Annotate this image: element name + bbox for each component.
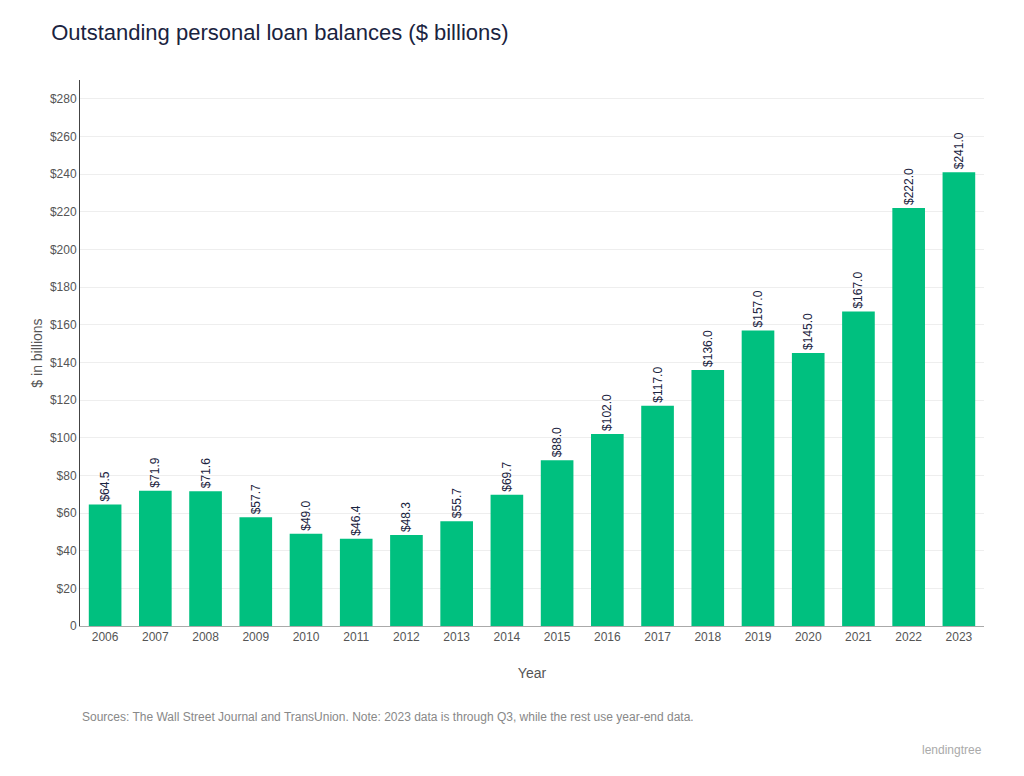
- svg-text:0: 0: [70, 619, 77, 633]
- svg-text:2009: 2009: [242, 630, 269, 644]
- svg-text:Outstanding personal loan bala: Outstanding personal loan balances ($ bi…: [51, 20, 508, 45]
- svg-text:2010: 2010: [293, 630, 320, 644]
- svg-text:$ in billions: $ in billions: [29, 318, 45, 387]
- svg-text:lendingtree: lendingtree: [922, 743, 982, 757]
- svg-text:Sources: The Wall Street Journ: Sources: The Wall Street Journal and Tra…: [82, 710, 694, 724]
- svg-text:$71.6: $71.6: [199, 458, 213, 488]
- svg-text:$88.0: $88.0: [550, 427, 564, 457]
- svg-text:2015: 2015: [544, 630, 571, 644]
- svg-text:2012: 2012: [393, 630, 420, 644]
- svg-text:$240: $240: [50, 167, 77, 181]
- svg-text:$48.3: $48.3: [399, 502, 413, 532]
- svg-text:$20: $20: [57, 582, 77, 596]
- svg-text:2014: 2014: [494, 630, 521, 644]
- svg-text:2017: 2017: [644, 630, 671, 644]
- svg-text:$46.4: $46.4: [349, 505, 363, 535]
- svg-text:2016: 2016: [594, 630, 621, 644]
- svg-text:$117.0: $117.0: [651, 367, 665, 403]
- svg-text:$100: $100: [50, 431, 77, 445]
- svg-text:2023: 2023: [946, 630, 973, 644]
- svg-text:$80: $80: [57, 469, 77, 483]
- svg-text:$57.7: $57.7: [249, 484, 263, 514]
- svg-text:$145.0: $145.0: [801, 313, 815, 350]
- svg-text:2013: 2013: [443, 630, 470, 644]
- svg-text:$49.0: $49.0: [299, 500, 313, 530]
- svg-text:$200: $200: [50, 243, 77, 257]
- svg-text:2008: 2008: [192, 630, 219, 644]
- svg-text:2006: 2006: [92, 630, 119, 644]
- svg-text:2021: 2021: [845, 630, 872, 644]
- svg-text:$167.0: $167.0: [851, 272, 865, 309]
- svg-text:2022: 2022: [895, 630, 922, 644]
- svg-text:$120: $120: [50, 393, 77, 407]
- svg-text:Year: Year: [518, 665, 547, 681]
- svg-text:2007: 2007: [142, 630, 169, 644]
- svg-text:$102.0: $102.0: [600, 394, 614, 431]
- svg-text:$222.0: $222.0: [902, 168, 916, 205]
- svg-text:2020: 2020: [795, 630, 822, 644]
- svg-text:$220: $220: [50, 205, 77, 219]
- svg-text:$64.5: $64.5: [98, 471, 112, 501]
- svg-text:2011: 2011: [343, 630, 369, 644]
- svg-text:2019: 2019: [745, 630, 772, 644]
- svg-text:$241.0: $241.0: [952, 132, 966, 169]
- svg-text:$40: $40: [57, 544, 77, 558]
- svg-text:$69.7: $69.7: [500, 461, 514, 491]
- svg-text:$71.9: $71.9: [148, 457, 162, 487]
- svg-text:$140: $140: [50, 356, 77, 370]
- svg-text:$136.0: $136.0: [701, 330, 715, 367]
- svg-text:$260: $260: [50, 130, 77, 144]
- svg-text:2018: 2018: [694, 630, 721, 644]
- svg-text:$55.7: $55.7: [450, 488, 464, 518]
- svg-text:$180: $180: [50, 280, 77, 294]
- svg-text:$60: $60: [57, 506, 77, 520]
- svg-text:$280: $280: [50, 92, 77, 106]
- svg-text:$157.0: $157.0: [751, 290, 765, 327]
- svg-text:$160: $160: [50, 318, 77, 332]
